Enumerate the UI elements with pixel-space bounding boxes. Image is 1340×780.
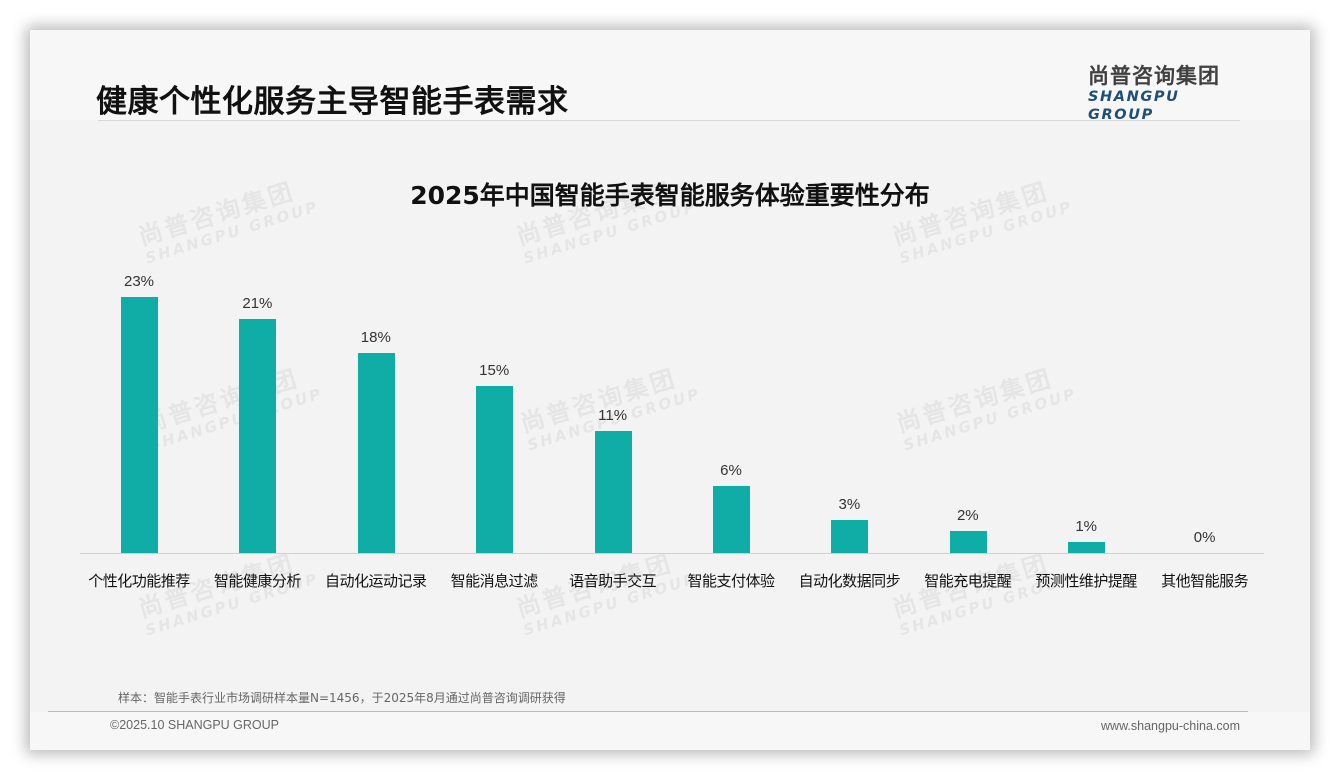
x-axis-category-label: 智能充电提醒 (924, 572, 1012, 590)
bar-group: 11% 语音助手交互 (554, 270, 672, 600)
x-axis-category-label: 智能健康分析 (213, 572, 302, 590)
bar-group: 23% 个性化功能推荐 (80, 270, 198, 600)
bar-group: 18% 自动化运动记录 (317, 270, 435, 600)
bar (949, 531, 987, 553)
bar-value-label: 15% (479, 362, 510, 379)
x-axis-category-label: 预测性维护提醒 (1035, 572, 1137, 590)
bar (121, 297, 158, 553)
x-axis-category-label: 其他智能服务 (1161, 572, 1249, 590)
footer-divider (48, 711, 1248, 712)
website-link[interactable]: www.shangpu-china.com (1101, 719, 1240, 733)
x-axis-category-label: 智能支付体验 (687, 572, 775, 590)
bar-group: 1% 预测性维护提醒 (1027, 270, 1145, 600)
bar-value-label: 0% (1193, 529, 1216, 546)
bar-value-label: 21% (242, 295, 273, 312)
header-band (30, 30, 1310, 120)
bar-group: 15% 智能消息过滤 (435, 270, 553, 600)
bar-value-label: 3% (838, 496, 861, 513)
bar (594, 431, 632, 553)
bar-value-label: 11% (598, 407, 628, 424)
bar-value-label: 6% (720, 462, 742, 479)
bar-value-label: 1% (1075, 518, 1098, 535)
bar (713, 486, 750, 553)
bar-value-label: 2% (956, 507, 979, 524)
bar-group: 21% 智能健康分析 (198, 270, 316, 600)
bar-value-label: 18% (360, 329, 391, 346)
x-axis-category-label: 自动化数据同步 (798, 572, 901, 590)
bar-group: 2% 智能充电提醒 (909, 270, 1027, 600)
x-axis-category-label: 智能消息过滤 (450, 572, 539, 590)
bar (1068, 542, 1106, 553)
x-axis-category-label: 个性化功能推荐 (88, 572, 190, 590)
bar (357, 353, 395, 553)
bar-chart: 23% 个性化功能推荐 21% 智能健康分析 18% 自动化运动记录 15% 智能消息过滤 11… (80, 270, 1264, 600)
chart-title: 2025年中国智能手表智能服务体验重要性分布 (410, 181, 930, 210)
bar (476, 386, 514, 553)
bar-group: 3% 自动化数据同步 (790, 270, 908, 600)
logo-cn-text: 尚普咨询集团 (1088, 64, 1220, 88)
bar (831, 520, 869, 553)
bar-value-label: 23% (123, 273, 155, 290)
sample-note: 样本：智能手表行业市场调研样本量N=1456，于2025年8月通过尚普咨询调研获… (118, 691, 566, 705)
bar-group: 6% 智能支付体验 (672, 270, 790, 600)
bar (239, 319, 277, 553)
header-divider (98, 120, 1240, 121)
page-title: 健康个性化服务主导智能手表需求 (96, 84, 569, 120)
footer-band (30, 712, 1310, 750)
copyright-text: ©2025.10 SHANGPU GROUP (110, 718, 279, 732)
x-axis-line (80, 553, 1264, 554)
company-logo: 尚普咨询集团 SHANGPU GROUP (1088, 64, 1248, 124)
slide: 健康个性化服务主导智能手表需求 尚普咨询集团 SHANGPU GROUP 尚普咨… (30, 30, 1310, 750)
logo-en-text: SHANGPU GROUP (1088, 89, 1180, 123)
bar-group: 0% 其他智能服务 (1146, 270, 1264, 600)
x-axis-category-label: 语音助手交互 (569, 572, 657, 590)
x-axis-category-label: 自动化运动记录 (325, 572, 427, 590)
